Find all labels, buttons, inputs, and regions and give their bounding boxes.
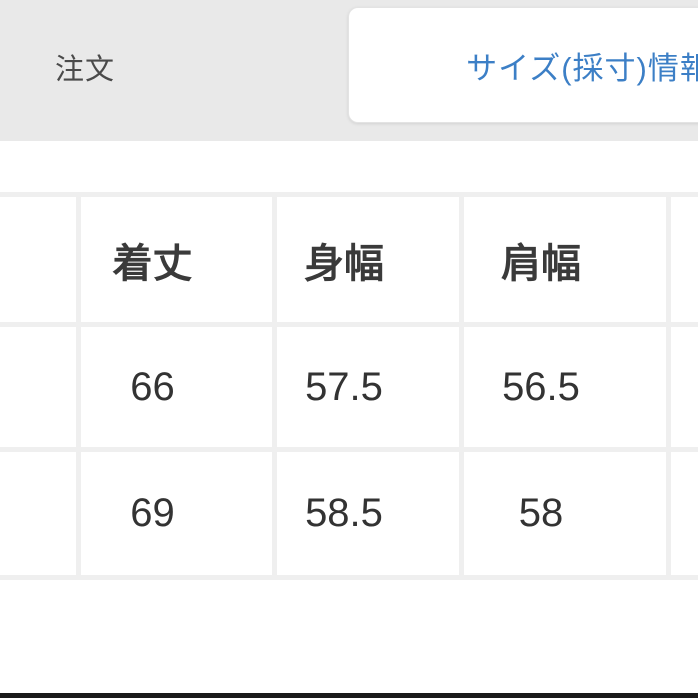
table-cell xyxy=(0,452,76,575)
table-cell xyxy=(0,327,76,447)
bottom-bar xyxy=(0,693,698,698)
table-header-cell-shoulder: 肩幅 xyxy=(464,197,666,322)
tab-order[interactable]: 注文 xyxy=(55,54,116,86)
table-header-cell-length: 着丈 xyxy=(81,197,272,322)
table-cell: 58 xyxy=(464,452,666,575)
size-table: 着丈 身幅 肩幅 66 57.5 56.5 69 58.5 58 xyxy=(0,192,698,580)
table-cell: 56.5 xyxy=(464,327,666,447)
table-cell: 57.5 xyxy=(277,327,459,447)
tab-size-info-label: サイズ(採寸)情報 xyxy=(466,50,698,86)
tab-size-info[interactable]: サイズ(採寸)情報 xyxy=(348,7,698,123)
table-cell xyxy=(671,452,698,575)
table-cell: 58.5 xyxy=(277,452,459,575)
table-cell: 69 xyxy=(81,452,272,575)
header-bar: 注文 サイズ(採寸)情報 xyxy=(0,0,698,141)
table-header-cell xyxy=(0,197,76,322)
table-cell xyxy=(671,327,698,447)
table-header-cell-width: 身幅 xyxy=(277,197,459,322)
table-cell: 66 xyxy=(81,327,272,447)
table-header-cell xyxy=(671,197,698,322)
